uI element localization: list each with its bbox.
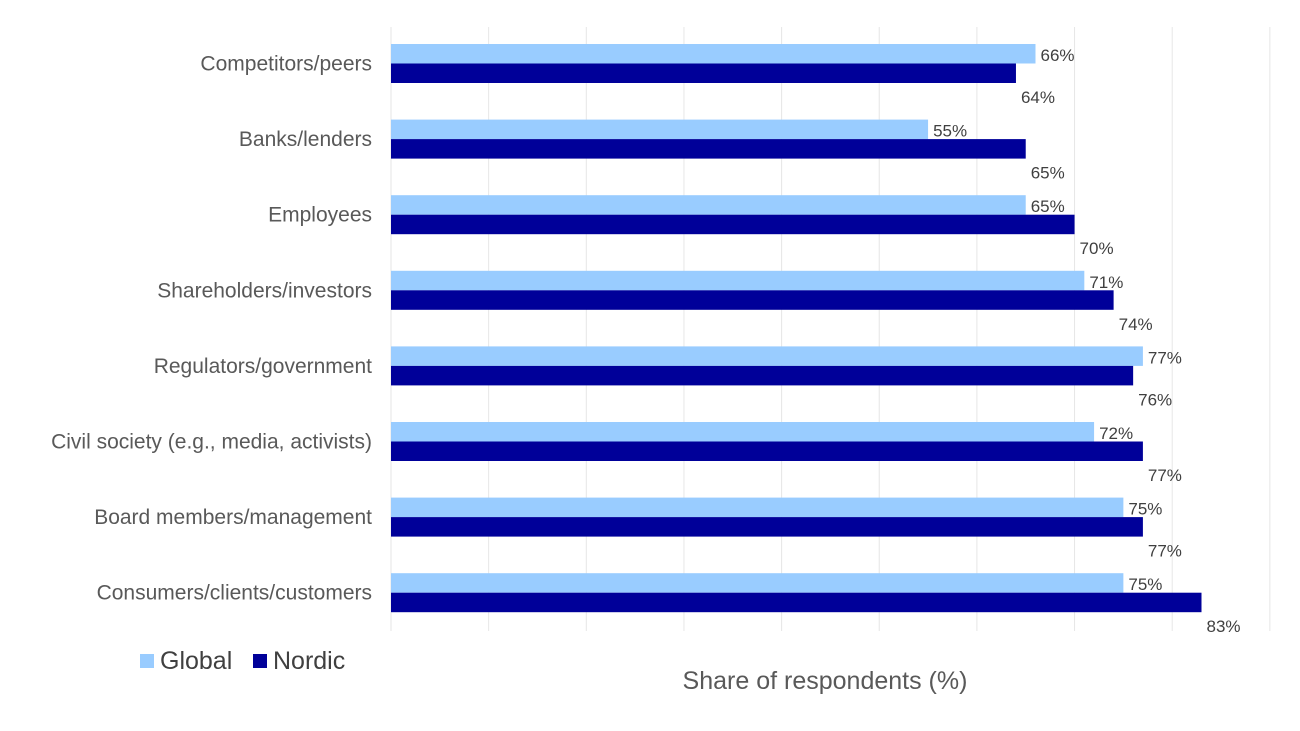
category-label-consumers-clients-customers: Consumers/clients/customers (97, 582, 372, 605)
value-label-nordic-shareholders-investors: 74% (1119, 315, 1153, 334)
value-label-nordic-board-members-management: 77% (1148, 542, 1182, 561)
bar-nordic-shareholders-investors (391, 290, 1114, 310)
value-label-nordic-civil-society-e-g-media-activists: 77% (1148, 466, 1182, 485)
legend: Global Nordic (140, 647, 345, 675)
category-label-banks-lenders: Banks/lenders (239, 128, 372, 151)
legend-label-global: Global (160, 647, 232, 675)
bars (391, 44, 1202, 613)
bar-global-shareholders-investors (391, 270, 1085, 291)
value-label-nordic-competitors-peers: 64% (1021, 88, 1055, 107)
bar-global-banks-lenders (391, 119, 929, 140)
category-label-competitors-peers: Competitors/peers (200, 53, 372, 76)
category-label-shareholders-investors: Shareholders/investors (157, 279, 372, 302)
category-label-board-members-management: Board members/management (94, 506, 372, 529)
bar-nordic-board-members-management (391, 517, 1143, 537)
category-labels: Competitors/peers Banks/lenders Employees S… (51, 53, 372, 605)
bar-global-consumers-clients-customers (391, 573, 1124, 593)
value-label-global-consumers-clients-customers: 75% (1128, 575, 1162, 594)
bar-nordic-banks-lenders (391, 139, 1026, 159)
bar-nordic-regulators-government (391, 365, 1134, 386)
bar-nordic-employees (391, 214, 1075, 235)
legend-label-nordic: Nordic (273, 647, 345, 675)
value-label-global-regulators-government: 77% (1148, 348, 1182, 367)
bar-global-employees (391, 195, 1026, 215)
value-label-nordic-employees: 70% (1080, 239, 1114, 258)
value-label-nordic-consumers-clients-customers: 83% (1206, 617, 1240, 636)
category-label-civil-society-e-g-media-activists: Civil society (e.g., media, activists) (51, 431, 372, 454)
value-label-global-employees: 65% (1031, 197, 1065, 216)
bar-global-board-members-management (391, 497, 1124, 518)
category-label-employees: Employees (268, 204, 372, 227)
value-label-nordic-regulators-government: 76% (1138, 390, 1172, 409)
value-labels: 66% 64% 55% 65% 65% 70% 71% 74% 77% 76% 72% 77% 75% 7… (933, 46, 1240, 636)
bar-global-regulators-government (391, 346, 1143, 366)
value-label-global-board-members-management: 75% (1128, 500, 1162, 519)
bar-global-civil-society-e-g-media-activists (391, 422, 1095, 442)
value-label-global-shareholders-investors: 71% (1089, 273, 1123, 292)
value-label-global-competitors-peers: 66% (1040, 46, 1074, 65)
bar-global-competitors-peers (391, 44, 1036, 64)
x-axis-title: Share of respondents (%) (683, 667, 968, 695)
bar-nordic-civil-society-e-g-media-activists (391, 441, 1143, 461)
bar-nordic-competitors-peers (391, 63, 1016, 83)
value-label-global-civil-society-e-g-media-activists: 72% (1099, 424, 1133, 443)
legend-swatch-nordic (253, 654, 267, 668)
category-label-regulators-government: Regulators/government (154, 355, 372, 378)
value-label-global-banks-lenders: 55% (933, 122, 967, 141)
bar-nordic-consumers-clients-customers (391, 592, 1202, 613)
value-label-nordic-banks-lenders: 65% (1031, 164, 1065, 183)
legend-swatch-global (140, 654, 154, 668)
